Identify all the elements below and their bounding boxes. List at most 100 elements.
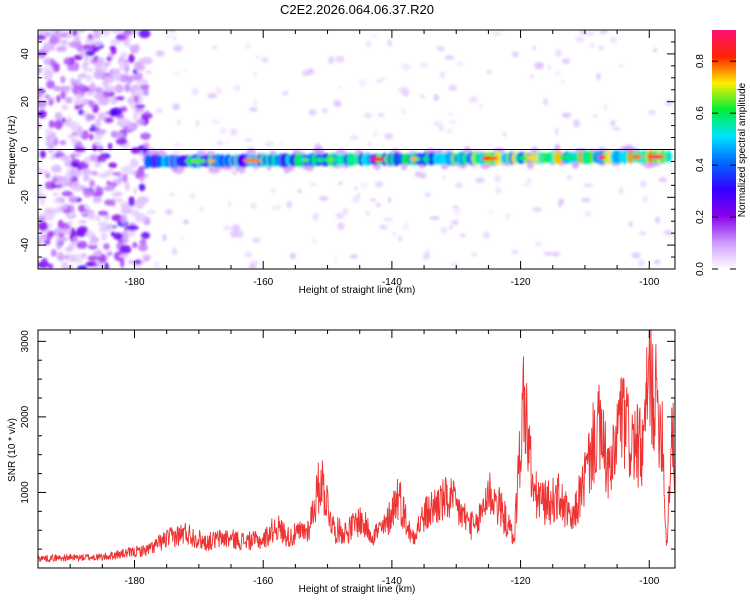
colorbar-gradient bbox=[712, 30, 736, 269]
heatmap-cell bbox=[76, 127, 84, 138]
heatmap-cell bbox=[375, 181, 383, 188]
heatmap-cell bbox=[141, 254, 152, 260]
heatmap-cell bbox=[135, 118, 145, 126]
heatmap-cell bbox=[41, 257, 48, 268]
heatmap-cell bbox=[165, 208, 173, 216]
heatmap-cell bbox=[349, 254, 359, 259]
heatmap-cell bbox=[349, 135, 359, 141]
heatmap-cell bbox=[60, 180, 71, 187]
heatmap-cell bbox=[286, 200, 293, 209]
heatmap-cell bbox=[455, 62, 463, 66]
y-tick-label: -40 bbox=[20, 237, 31, 252]
heatmap-cell bbox=[80, 252, 87, 259]
heatmap-cell bbox=[133, 94, 139, 104]
heatmap-cell bbox=[39, 30, 47, 36]
heatmap-cell bbox=[78, 219, 88, 225]
heatmap-cell bbox=[228, 201, 232, 206]
heatmap-cell bbox=[143, 87, 149, 97]
heatmap-cell bbox=[74, 187, 83, 192]
heatmap-cell bbox=[444, 55, 455, 60]
heatmap-cell bbox=[61, 117, 66, 123]
heatmap-cell bbox=[647, 110, 657, 115]
x-tick-label: -180 bbox=[125, 576, 145, 587]
heatmap-cell bbox=[326, 157, 335, 162]
heatmap-cell bbox=[81, 168, 92, 176]
heatmap-cell bbox=[85, 50, 95, 57]
heatmap-cell bbox=[86, 91, 94, 96]
heatmap-cell bbox=[424, 192, 431, 198]
heatmap-cell bbox=[94, 141, 102, 146]
heatmap-cell bbox=[171, 247, 178, 256]
heatmap-cell bbox=[590, 43, 595, 48]
heatmap-cell bbox=[97, 145, 104, 152]
heatmap-cell bbox=[55, 176, 67, 181]
colorbar-tick-label: 0.8 bbox=[695, 54, 706, 68]
heatmap-cell bbox=[44, 94, 51, 99]
heatmap-cell bbox=[82, 67, 95, 73]
heatmap-cell bbox=[112, 72, 122, 81]
heatmap-cell bbox=[127, 259, 136, 265]
heatmap-cell bbox=[596, 72, 601, 81]
heatmap-cell bbox=[487, 210, 494, 214]
heatmap-cell bbox=[54, 112, 63, 121]
heatmap-cell bbox=[610, 119, 616, 127]
heatmap-cell bbox=[82, 60, 90, 67]
heatmap-cell bbox=[117, 117, 129, 124]
heatmap-cell bbox=[309, 182, 317, 187]
heatmap-cell bbox=[511, 51, 519, 58]
heatmap-cell bbox=[139, 238, 147, 246]
heatmap-cell bbox=[192, 158, 207, 164]
heatmap-cell bbox=[87, 255, 100, 262]
heatmap-cell bbox=[134, 64, 146, 72]
heatmap-cell bbox=[116, 33, 128, 41]
heatmap-cell bbox=[419, 94, 426, 99]
heatmap-cell bbox=[360, 181, 369, 189]
heatmap-cell bbox=[557, 155, 571, 160]
heatmap-cell bbox=[38, 184, 43, 193]
heatmap-cell bbox=[666, 232, 673, 236]
heatmap-cell bbox=[658, 177, 667, 183]
heatmap-cell bbox=[124, 181, 130, 191]
heatmap-cell bbox=[124, 30, 132, 35]
heatmap-cell bbox=[580, 197, 591, 203]
y-tick-label: 3000 bbox=[20, 330, 31, 353]
heatmap-cell bbox=[429, 216, 440, 221]
heatmap-cell bbox=[48, 223, 53, 228]
heatmap-cell bbox=[546, 64, 552, 71]
heatmap-cell bbox=[100, 229, 105, 234]
heatmap-cell bbox=[83, 174, 90, 182]
heatmap-cell bbox=[103, 185, 115, 192]
heatmap-cell bbox=[134, 259, 142, 265]
x-tick-label: -160 bbox=[253, 576, 273, 587]
heatmap-cell bbox=[78, 109, 85, 116]
heatmap-cell bbox=[454, 218, 458, 226]
heatmap-cell bbox=[321, 108, 328, 114]
heatmap-cell bbox=[122, 173, 128, 183]
spectrogram-heatmap bbox=[38, 30, 674, 269]
figure-title: C2E2.2026.064.06.37.R20 bbox=[280, 2, 434, 17]
heatmap-cell bbox=[192, 87, 199, 95]
heatmap-cell bbox=[180, 235, 184, 240]
heatmap-cell bbox=[63, 203, 68, 210]
heatmap-cell bbox=[39, 150, 46, 159]
heatmap-cell bbox=[401, 63, 411, 71]
heatmap-cell bbox=[439, 71, 446, 79]
heatmap-cell bbox=[126, 124, 136, 130]
heatmap-cell bbox=[119, 244, 132, 255]
heatmap-cell bbox=[102, 80, 108, 87]
heatmap-cell bbox=[38, 66, 42, 74]
heatmap-cell bbox=[89, 154, 99, 162]
heatmap-cell bbox=[208, 158, 215, 164]
heatmap-cell bbox=[612, 126, 621, 131]
heatmap-cell bbox=[223, 225, 232, 230]
heatmap-cell bbox=[94, 128, 107, 135]
snr-series-line bbox=[38, 330, 675, 563]
heatmap-cell bbox=[593, 114, 598, 118]
heatmap-cell bbox=[91, 170, 98, 176]
heatmap-cell bbox=[543, 97, 549, 106]
heatmap-cell bbox=[114, 84, 124, 93]
heatmap-cell bbox=[52, 191, 59, 197]
heatmap-cell bbox=[579, 30, 586, 35]
heatmap-cell bbox=[252, 237, 261, 243]
